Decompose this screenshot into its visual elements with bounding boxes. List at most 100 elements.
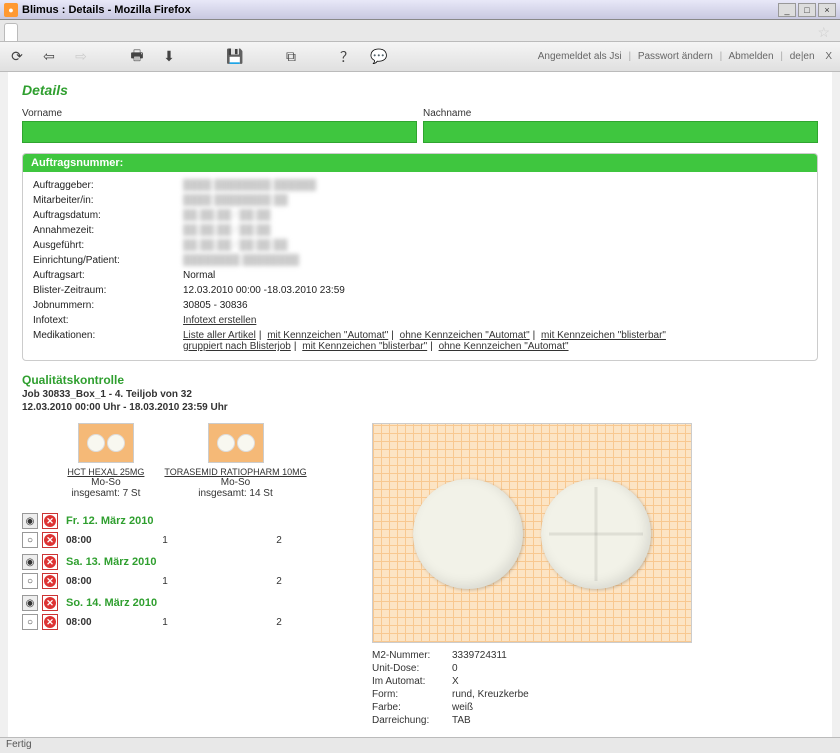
close-window-button[interactable]: × <box>818 3 836 17</box>
med-name-2[interactable]: TORASEMID RATIOPHARM 10MG <box>164 467 306 477</box>
value-auftraggeber: ████ ████████ ██████ <box>183 180 316 191</box>
qc-sub2: 12.03.2010 00:00 Uhr - 18.03.2010 23:59 … <box>22 402 818 413</box>
logout-link[interactable]: Abmelden <box>729 51 774 62</box>
header-right-links: Angemeldet als Jsi | Passwort ändern | A… <box>538 51 832 62</box>
med-link-6[interactable]: mit Kennzeichen "blisterbar" <box>302 341 427 352</box>
print-icon[interactable]: 🖶 <box>128 48 146 66</box>
qc-sub1: Job 30833_Box_1 - 4. Teiljob von 32 <box>22 389 818 400</box>
day-cancel-button[interactable]: ✕ <box>42 554 58 570</box>
label-mitarbeiter: Mitarbeiter/in: <box>33 195 183 206</box>
darreichung-label: Darreichung: <box>372 715 452 726</box>
value-annahmezeit: ██.██.██ / ██:██ <box>183 225 271 236</box>
dose-cell-1: 1 <box>110 617 220 628</box>
qc-left-column: HCT HEXAL 25MG Mo-So insgesamt: 7 St TOR… <box>22 423 352 727</box>
med-link-7[interactable]: ohne Kennzeichen "Automat" <box>439 341 569 352</box>
unitdose-label: Unit-Dose: <box>372 663 452 674</box>
time-radio[interactable]: ○ <box>22 532 38 548</box>
value-jobnummern: 30805 - 30836 <box>183 300 807 311</box>
close-x-link[interactable]: X <box>825 51 832 62</box>
export-icon[interactable]: ⧉ <box>282 48 300 66</box>
qc-title: Qualitätskontrolle <box>22 373 818 387</box>
darreichung-value: TAB <box>452 715 471 726</box>
status-bar: Fertig <box>0 737 840 753</box>
med-thumb-1[interactable] <box>78 423 134 463</box>
qc-right-column: M2-Nummer:3339724311 Unit-Dose:0 Im Auto… <box>372 423 818 727</box>
minimize-button[interactable]: _ <box>778 3 796 17</box>
day-title: So. 14. März 2010 <box>66 597 157 609</box>
nachname-field[interactable] <box>423 121 818 143</box>
pill-detail-image <box>372 423 692 643</box>
language-toggle[interactable]: de|en <box>790 51 815 62</box>
vorname-field[interactable] <box>22 121 417 143</box>
label-infotext: Infotext: <box>33 315 183 326</box>
med-link-1[interactable]: Liste aller Artikel <box>183 330 256 341</box>
label-auftragsart: Auftragsart: <box>33 270 183 281</box>
order-panel: Auftragsnummer: Auftraggeber:████ ██████… <box>22 153 818 361</box>
day-title: Fr. 12. März 2010 <box>66 515 153 527</box>
day-cancel-button[interactable]: ✕ <box>42 595 58 611</box>
value-auftragsdatum: ██.██.██ / ██:██ <box>183 210 271 221</box>
time-label: 08:00 <box>66 617 106 628</box>
nachname-label: Nachname <box>423 108 818 119</box>
day-block: ◉✕So. 14. März 2010○✕08:0012 <box>22 595 352 630</box>
time-cancel-button[interactable]: ✕ <box>42 532 58 548</box>
med-days-2: Mo-So <box>164 477 306 488</box>
save-icon[interactable]: 💾 <box>226 48 244 66</box>
label-auftragsdatum: Auftragsdatum: <box>33 210 183 221</box>
med-thumb-2[interactable] <box>208 423 264 463</box>
label-blister: Blister-Zeitraum: <box>33 285 183 296</box>
value-auftragsart: Normal <box>183 270 807 281</box>
dose-cell-1: 1 <box>110 576 220 587</box>
bookmark-star-icon[interactable]: ☆ <box>811 24 836 41</box>
status-text: Fertig <box>6 739 32 750</box>
label-medikationen: Medikationen: <box>33 330 183 352</box>
logged-in-label: Angemeldet als Jsi <box>538 51 622 62</box>
help-icon[interactable]: ？ <box>338 48 356 66</box>
farbe-label: Farbe: <box>372 702 452 713</box>
back-icon[interactable]: ⇦ <box>40 48 58 66</box>
time-radio[interactable]: ○ <box>22 614 38 630</box>
day-radio-selected[interactable]: ◉ <box>22 554 38 570</box>
reload-icon[interactable]: ⟳ <box>8 48 26 66</box>
day-block: ◉✕ Fr. 12. März 2010 ○✕ 08:00 12 <box>22 513 352 548</box>
page-content: Details Vorname Nachname Auftragsnummer:… <box>8 72 832 737</box>
time-cancel-button[interactable]: ✕ <box>42 573 58 589</box>
page-title: Details <box>22 82 818 98</box>
download-icon[interactable]: ⬇ <box>160 48 178 66</box>
label-ausgefuehrt: Ausgeführt: <box>33 240 183 251</box>
change-password-link[interactable]: Passwort ändern <box>638 51 713 62</box>
dose-cell-2: 2 <box>224 576 334 587</box>
dose-cell-2: 2 <box>224 535 334 546</box>
value-ausgefuehrt: ██.██.██ / ██:██ ██ <box>183 240 287 251</box>
maximize-button[interactable]: □ <box>798 3 816 17</box>
med-link-5[interactable]: gruppiert nach Blisterjob <box>183 341 291 352</box>
browser-tab[interactable] <box>4 23 18 41</box>
med-link-4[interactable]: mit Kennzeichen "blisterbar" <box>541 330 666 341</box>
app-toolbar: ⟳ ⇦ ⇨ 🖶 ⬇ 💾 ⧉ ？ 💬 Angemeldet als Jsi | P… <box>0 42 840 72</box>
day-title: Sa. 13. März 2010 <box>66 556 157 568</box>
med-link-2[interactable]: mit Kennzeichen "Automat" <box>267 330 388 341</box>
med-link-3[interactable]: ohne Kennzeichen "Automat" <box>400 330 530 341</box>
day-radio-selected[interactable]: ◉ <box>22 513 38 529</box>
day-cancel-button[interactable]: ✕ <box>42 513 58 529</box>
time-cancel-button[interactable]: ✕ <box>42 614 58 630</box>
label-jobnummern: Jobnummern: <box>33 300 183 311</box>
automat-value: X <box>452 676 459 687</box>
label-auftraggeber: Auftraggeber: <box>33 180 183 191</box>
time-label: 08:00 <box>66 535 106 546</box>
comment-icon[interactable]: 💬 <box>370 48 388 66</box>
med-name-1[interactable]: HCT HEXAL 25MG <box>67 467 144 477</box>
order-panel-header: Auftragsnummer: <box>23 154 817 172</box>
label-annahmezeit: Annahmezeit: <box>33 225 183 236</box>
window-title: Blimus : Details - Mozilla Firefox <box>22 4 191 16</box>
day-block: ◉✕Sa. 13. März 2010○✕08:0012 <box>22 554 352 589</box>
forward-icon[interactable]: ⇨ <box>72 48 90 66</box>
dose-cell-1: 1 <box>110 535 220 546</box>
farbe-value: weiß <box>452 702 473 713</box>
form-value: rund, Kreuzkerbe <box>452 689 529 700</box>
automat-label: Im Automat: <box>372 676 452 687</box>
time-radio[interactable]: ○ <box>22 573 38 589</box>
browser-titlebar: ● Blimus : Details - Mozilla Firefox _ □… <box>0 0 840 20</box>
day-radio-selected[interactable]: ◉ <box>22 595 38 611</box>
infotext-link[interactable]: Infotext erstellen <box>183 315 256 326</box>
